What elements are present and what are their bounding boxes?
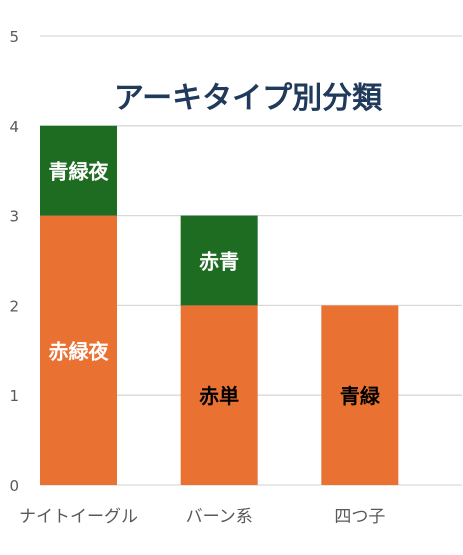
x-category-label: バーン系 [186, 507, 253, 527]
x-category-label: ナイトイーグル [19, 507, 138, 527]
y-tick-label: 0 [9, 477, 19, 495]
chart-title: アーキタイプ別分類 [114, 81, 383, 116]
y-tick-label: 3 [9, 208, 19, 226]
bar-segment [321, 305, 399, 485]
bar-segment [180, 215, 258, 306]
x-category-label: 四つ子 [334, 507, 385, 527]
bar-segment [40, 125, 117, 216]
segment-label: 赤緑夜 [49, 339, 110, 363]
segment-label: 赤青 [199, 250, 239, 274]
y-tick-label: 2 [9, 297, 19, 315]
x-category-labels: ナイトイーグル バーン系 四つ子 [19, 507, 385, 527]
bar-segment [40, 215, 117, 485]
segment-label: 青緑 [340, 384, 381, 408]
y-tick-label: 5 [9, 28, 19, 46]
y-tick-label: 4 [9, 118, 19, 136]
segment-label: 青緑夜 [49, 160, 110, 184]
segment-label: 赤単 [199, 384, 239, 408]
y-tick-label: 1 [9, 387, 19, 405]
bar-segment [180, 305, 258, 485]
y-tick-labels: 0 1 2 3 4 5 [9, 28, 19, 495]
